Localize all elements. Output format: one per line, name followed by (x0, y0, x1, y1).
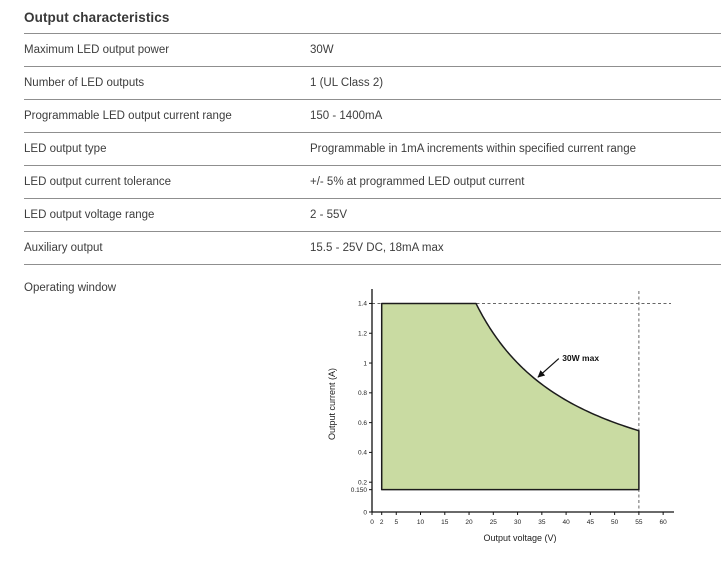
table-row: LED output type Programmable in 1mA incr… (24, 133, 721, 166)
spec-value: 150 - 1400mA (310, 110, 383, 122)
y-tick-label: 0.4 (358, 450, 367, 457)
table-row: LED output current tolerance +/- 5% at p… (24, 166, 721, 199)
table-row: Programmable LED output current range 15… (24, 100, 721, 133)
operating-window-chart: 0 2 5 10 15 20 25 30 35 40 45 50 55 60 0 0.150 0.2 0.4 0.6… (324, 282, 686, 551)
operating-window-label: Operating window (24, 282, 117, 294)
operating-region (380, 302, 640, 491)
spec-value: 15.5 - 25V DC, 18mA max (310, 242, 444, 254)
section-title: Output characteristics (24, 10, 170, 25)
x-tick-label: 45 (587, 519, 595, 526)
table-row: Number of LED outputs 1 (UL Class 2) (24, 67, 721, 100)
y-tick-label: 1 (363, 360, 367, 367)
chart-annotation: 30W max (562, 353, 599, 363)
spec-value: 30W (310, 44, 334, 56)
x-tick-label: 35 (538, 519, 546, 526)
operating-window-section: Operating window 0 2 5 10 15 20 25 30 35 40 45 50 55… (24, 280, 721, 551)
spec-value: 1 (UL Class 2) (310, 77, 384, 89)
x-tick-label: 55 (635, 519, 643, 526)
annotation-arrow (537, 358, 560, 378)
spec-label: Auxiliary output (24, 242, 103, 254)
x-tick-label: 30 (514, 519, 522, 526)
table-row: Maximum LED output power 30W (24, 34, 721, 67)
spec-label: LED output current tolerance (24, 176, 172, 188)
spec-label: Programmable LED output current range (24, 110, 232, 122)
spec-value: Programmable in 1mA increments within sp… (310, 143, 636, 155)
spec-table: Maximum LED output power 30W Number of L… (24, 33, 721, 265)
x-tick-label: 10 (417, 519, 425, 526)
y-tick-label: 0 (363, 509, 367, 516)
x-tick-label: 50 (611, 519, 619, 526)
y-tick-label: 0.2 (358, 480, 367, 487)
x-tick-label: 20 (465, 519, 473, 526)
x-tick-label: 25 (490, 519, 498, 526)
spec-value: +/- 5% at programmed LED output current (310, 176, 525, 188)
table-row: LED output voltage range 2 - 55V (24, 199, 721, 232)
spec-value: 2 - 55V (310, 209, 348, 221)
y-tick-label: 1.4 (358, 301, 367, 308)
y-tick-label: 0.8 (358, 390, 367, 397)
spec-label: LED output voltage range (24, 209, 155, 221)
x-axis-label: Output voltage (V) (483, 533, 556, 543)
x-tick-label: 0 (370, 519, 374, 526)
operating-window-plot: 0 2 5 10 15 20 25 30 35 40 45 50 55 6000.1500.20.40.6… (327, 289, 674, 543)
datasheet-page: Output characteristics Maximum LED outpu… (24, 10, 721, 551)
table-row: Auxiliary output 15.5 - 25V DC, 18mA max (24, 232, 721, 265)
spec-label: Number of LED outputs (24, 77, 145, 89)
x-tick-label: 15 (441, 519, 449, 526)
y-tick-label: 0.6 (358, 420, 367, 427)
y-tick-label: 0.150 (351, 487, 368, 494)
x-tick-label: 2 (380, 519, 384, 526)
x-tick-label: 60 (660, 519, 668, 526)
x-tick-label: 40 (562, 519, 570, 526)
y-tick-label: 1.2 (358, 331, 367, 338)
spec-label: LED output type (24, 143, 107, 155)
spec-label: Maximum LED output power (24, 44, 170, 56)
y-axis-label: Output current (A) (327, 368, 337, 440)
x-tick-label: 5 (394, 519, 398, 526)
